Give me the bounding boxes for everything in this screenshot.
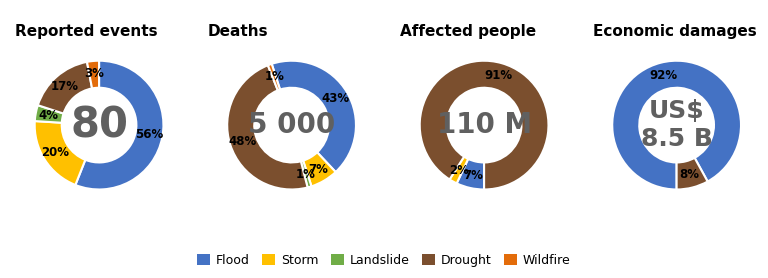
Wedge shape [75,61,164,190]
Text: 1%: 1% [296,168,316,181]
Wedge shape [303,152,336,186]
Text: 48%: 48% [228,135,257,148]
Wedge shape [612,61,741,190]
Wedge shape [449,157,468,183]
Legend: Flood, Storm, Landslide, Drought, Wildfire: Flood, Storm, Landslide, Drought, Wildfi… [192,249,576,272]
Text: 5 000: 5 000 [248,111,335,139]
Text: 3%: 3% [84,67,104,80]
Text: 7%: 7% [308,163,328,176]
Wedge shape [227,65,308,190]
Wedge shape [38,62,92,113]
Text: 8%: 8% [680,168,700,182]
Wedge shape [419,61,548,190]
Wedge shape [35,105,64,123]
Text: 56%: 56% [135,128,164,141]
Text: 91%: 91% [485,69,512,82]
Text: Deaths: Deaths [208,24,269,39]
Wedge shape [457,159,484,190]
Text: 7%: 7% [463,169,483,182]
Text: 2%: 2% [449,164,469,177]
Text: 20%: 20% [41,146,70,159]
Text: Economic damages: Economic damages [593,24,756,39]
Text: 4%: 4% [38,109,58,122]
Wedge shape [268,64,280,90]
Text: 110 M: 110 M [436,111,531,139]
Text: 92%: 92% [650,69,678,82]
Text: 17%: 17% [51,80,79,93]
Text: 43%: 43% [322,92,350,105]
Text: 1%: 1% [264,70,284,83]
Wedge shape [272,61,356,172]
Wedge shape [87,61,99,88]
Text: Affected people: Affected people [400,24,537,39]
Text: US$
8.5 B: US$ 8.5 B [641,99,713,151]
Wedge shape [677,158,707,190]
Wedge shape [35,121,85,185]
Text: Reported events: Reported events [15,24,158,39]
Wedge shape [301,161,312,187]
Text: 80: 80 [70,104,128,146]
